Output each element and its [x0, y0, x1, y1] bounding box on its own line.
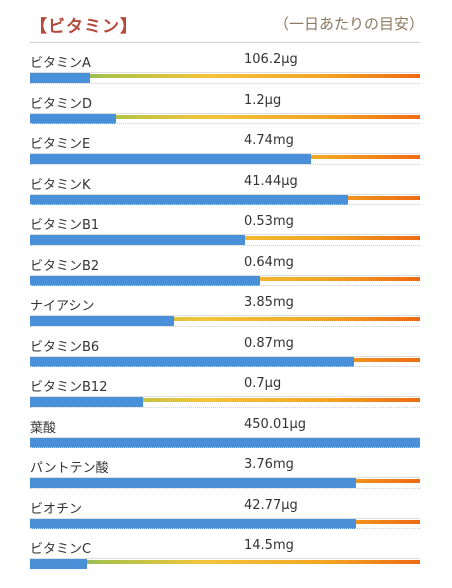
vitamin-name: 葉酸 — [30, 420, 57, 436]
vitamin-name: ビタミンB2 — [30, 258, 100, 274]
vitamin-bar-track — [30, 234, 420, 246]
vitamin-bar-track — [30, 315, 420, 327]
vitamin-bar-track — [30, 274, 420, 287]
vitamin-value: 3.76mg — [244, 457, 294, 472]
vitamin-name: ビタミンB6 — [30, 339, 100, 355]
vitamin-row: パントテン酸 3.76mg — [30, 447, 420, 489]
vitamin-value: 0.7μg — [244, 376, 282, 391]
vitamin-value: 4.74mg — [244, 133, 294, 148]
vitamin-list: ビタミンA 106.2μg ビタミンD 1.2μg ビタミンE 4.74mg ビタミンK 41… — [30, 42, 420, 570]
vitamin-row: ビオチン 42.77μg — [30, 487, 420, 530]
vitamin-bar-track — [30, 558, 420, 570]
vitamin-name: ビタミンB1 — [30, 218, 100, 233]
vitamin-bar-fill — [30, 356, 354, 367]
section-title: 【ビタミン】 — [30, 17, 138, 37]
vitamin-bar-gradient — [30, 317, 420, 321]
vitamin-bar-fill — [30, 194, 348, 205]
vitamin-row: ビタミンD 1.2μg — [30, 82, 420, 125]
vitamin-bar-gradient — [30, 398, 420, 402]
vitamin-bar-fill — [30, 316, 175, 326]
vitamin-bar-gradient — [30, 114, 420, 119]
vitamin-row: ビタミンB6 0.87mg — [30, 325, 420, 368]
vitamin-name: ビオチン — [30, 501, 83, 517]
vitamin-bar-track — [30, 355, 420, 368]
vitamin-bar-track — [30, 112, 420, 125]
vitamin-bar-track — [30, 396, 420, 408]
vitamin-row: 葉酸 450.01μg — [30, 406, 420, 449]
vitamin-name: ビタミンA — [30, 56, 91, 71]
section-subtitle: （一日あたりの目安） — [273, 15, 424, 33]
vitamin-row: ビタミンC 14.5mg — [30, 528, 420, 570]
vitamin-value: 14.5mg — [244, 538, 294, 553]
vitamin-bar-track — [30, 153, 420, 165]
vitamin-row: ビタミンB1 0.53mg — [30, 204, 420, 246]
vitamin-value: 0.64mg — [244, 254, 294, 270]
vitamin-value: 450.01μg — [244, 416, 307, 432]
vitamin-name: ビタミンD — [30, 96, 93, 112]
vitamin-value: 0.53mg — [244, 214, 294, 229]
vitamin-name: ナイアシン — [30, 299, 95, 314]
section-header: 【ビタミン】 （一日あたりの目安） — [30, 0, 424, 40]
vitamin-bar-track — [30, 72, 420, 84]
vitamin-bar-fill — [30, 275, 261, 286]
vitamin-bar-fill — [30, 397, 144, 407]
vitamin-name: ビタミンB12 — [30, 380, 108, 395]
vitamin-name: ビタミンK — [30, 177, 91, 193]
vitamin-row: ナイアシン 3.85mg — [30, 285, 420, 327]
vitamin-value: 41.44μg — [244, 173, 298, 189]
vitamin-name: ビタミンC — [30, 542, 92, 557]
vitamin-name: ビタミンE — [30, 137, 91, 152]
vitamin-bar-track — [30, 477, 420, 489]
vitamin-bar-gradient — [30, 74, 420, 78]
vitamin-value: 42.77μg — [244, 497, 298, 513]
vitamin-bar-fill — [30, 478, 356, 488]
vitamin-bar-fill — [30, 235, 245, 245]
vitamin-value: 3.85mg — [244, 295, 294, 310]
vitamin-bar-track — [30, 193, 420, 206]
vitamin-value: 1.2μg — [244, 92, 282, 108]
vitamin-row: ビタミンB12 0.7μg — [30, 366, 420, 408]
vitamin-bar-fill — [30, 437, 420, 448]
vitamin-name: パントテン酸 — [30, 461, 109, 476]
vitamin-bar-track — [30, 517, 420, 530]
vitamin-bar-fill — [30, 154, 311, 164]
vitamin-value: 106.2μg — [244, 52, 298, 67]
vitamin-bar-gradient — [30, 560, 420, 564]
vitamin-row: ビタミンA 106.2μg — [30, 42, 420, 84]
vitamin-bar-fill — [30, 113, 116, 124]
vitamin-bar-fill — [30, 559, 87, 569]
vitamin-row: ビタミンE 4.74mg — [30, 123, 420, 165]
vitamin-row: ビタミンK 41.44μg — [30, 163, 420, 206]
vitamin-bar-fill — [30, 73, 91, 83]
vitamin-value: 0.87mg — [244, 335, 294, 351]
vitamin-row: ビタミンB2 0.64mg — [30, 244, 420, 287]
vitamin-bar-fill — [30, 518, 356, 529]
vitamin-bar-track — [30, 436, 420, 449]
